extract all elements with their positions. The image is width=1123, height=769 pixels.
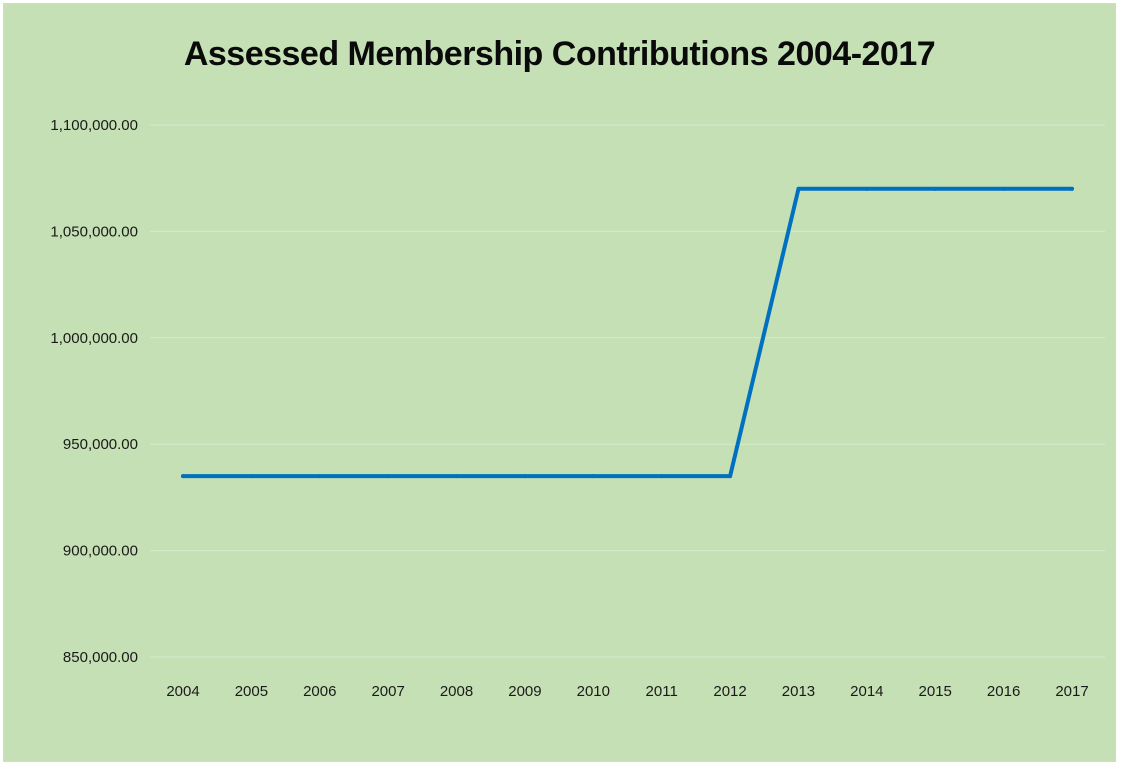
x-tick-label: 2012	[713, 683, 746, 700]
y-tick-label: 900,000.00	[63, 543, 138, 560]
y-tick-label: 850,000.00	[63, 649, 138, 666]
data-point	[386, 474, 391, 479]
data-point	[591, 474, 596, 479]
x-tick-label: 2014	[850, 683, 883, 700]
x-tick-label: 2007	[371, 683, 404, 700]
data-point	[181, 474, 185, 479]
y-axis-tick-labels: 850,000.00 900,000.00 950,000.00 1,000,000.…	[50, 117, 138, 666]
data-point	[1001, 186, 1006, 191]
data-point	[933, 186, 938, 191]
data-point	[249, 474, 254, 479]
x-tick-label: 2013	[782, 683, 815, 700]
x-tick-label: 2005	[235, 683, 268, 700]
data-point	[864, 186, 869, 191]
gridlines	[150, 124, 1105, 658]
series-lines	[181, 186, 1074, 479]
data-point	[317, 474, 322, 479]
data-point	[659, 474, 664, 479]
series-line	[181, 186, 1074, 479]
x-tick-label: 2008	[440, 683, 473, 700]
x-tick-label: 2010	[577, 683, 610, 700]
y-tick-label: 1,100,000.00	[50, 117, 138, 134]
y-tick-label: 1,000,000.00	[50, 330, 138, 347]
chart-panel: Assessed Membership Contributions 2004-2…	[3, 3, 1116, 762]
chart-title: Assessed Membership Contributions 2004-2…	[183, 35, 936, 73]
data-point	[728, 474, 733, 479]
x-tick-label: 2009	[508, 683, 541, 700]
y-tick-label: 1,050,000.00	[50, 223, 138, 240]
x-tick-label: 2015	[919, 683, 952, 700]
x-tick-label: 2011	[646, 683, 678, 700]
y-tick-label: 950,000.00	[63, 436, 138, 453]
x-tick-label: 2006	[303, 683, 336, 700]
x-tick-label: 2017	[1055, 683, 1088, 700]
x-axis-tick-labels: 2004 2005 2006 2007 2008 2009 2010 2011 2012 2013…	[166, 683, 1088, 700]
data-point	[522, 474, 527, 479]
x-tick-label: 2016	[987, 683, 1020, 700]
data-point	[1070, 186, 1074, 191]
data-point	[454, 474, 459, 479]
data-point	[796, 186, 801, 191]
x-tick-label: 2004	[166, 683, 199, 700]
